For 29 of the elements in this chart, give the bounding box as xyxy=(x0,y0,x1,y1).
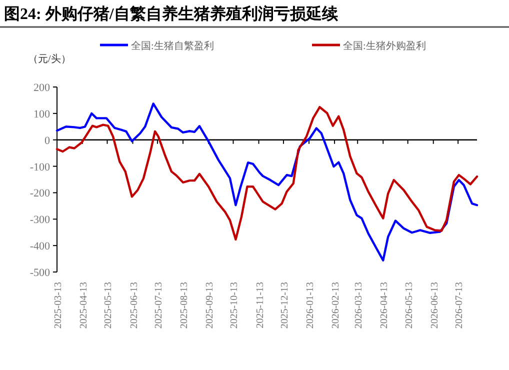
x-tick-label: 2026-02-13 xyxy=(330,282,342,329)
x-tick-label: 2025-10-13 xyxy=(229,282,240,329)
x-tick-label: 2025-03-13 xyxy=(53,282,64,329)
x-tick-label: 2026-07-13 xyxy=(454,282,466,329)
y-tick-label: 100 xyxy=(34,108,50,120)
legend-label: 全国:生猪外购盈利 xyxy=(343,40,426,52)
x-tick-label: 2025-08-13 xyxy=(179,282,190,329)
y-axis-title: （元/头） xyxy=(28,53,71,65)
x-tick-label: 2025-11-13 xyxy=(254,282,266,328)
y-tick-label: -300 xyxy=(30,214,50,226)
x-tick-label: 2026-01-13 xyxy=(305,282,316,329)
y-tick-label: -400 xyxy=(30,240,50,253)
y-tick-label: -100 xyxy=(30,161,50,174)
x-tick-label: 2025-12-13 xyxy=(279,282,290,329)
x-tick-label: 2025-07-13 xyxy=(153,282,164,329)
x-tick-label: 2025-09-13 xyxy=(204,282,216,329)
y-tick-label: 0 xyxy=(44,134,50,147)
x-tick-label: 2025-06-13 xyxy=(128,282,140,329)
x-tick-label: 2025-04-13 xyxy=(78,282,90,329)
chart-title: 图24: 外购仔猪/自繁自养生猪养殖利润亏损延续 xyxy=(4,4,339,23)
x-tick-label: 2025-05-13 xyxy=(103,282,114,329)
x-tick-label: 2026-06-13 xyxy=(429,282,440,329)
x-tick-label: 2026-03-13 xyxy=(354,282,365,329)
x-tick-label: 2026-05-13 xyxy=(404,282,415,329)
x-tick-label: 2026-04-13 xyxy=(379,282,390,329)
legend-label: 全国:生猪自繁盈利 xyxy=(131,40,214,52)
y-tick-label: -200 xyxy=(30,188,50,200)
y-tick-label: 200 xyxy=(34,82,50,94)
y-tick-label: -500 xyxy=(30,267,50,279)
